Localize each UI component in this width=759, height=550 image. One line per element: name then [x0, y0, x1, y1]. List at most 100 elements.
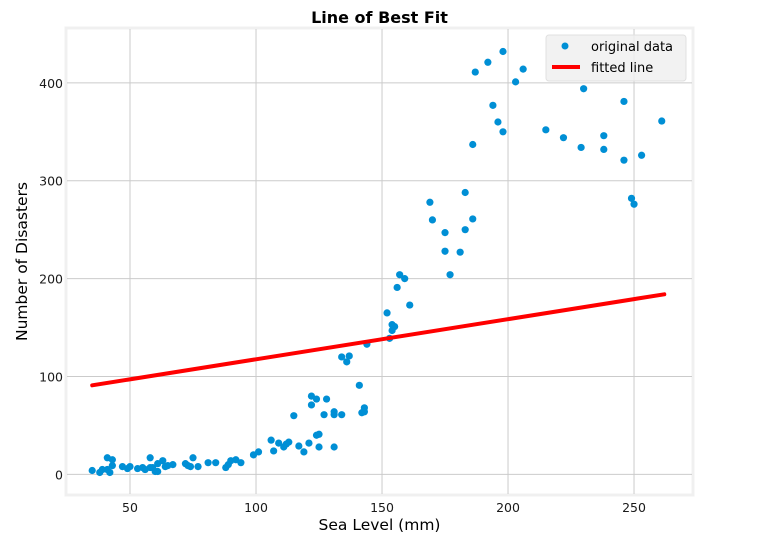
data-point	[489, 101, 497, 109]
data-point	[315, 430, 323, 438]
x-tick-label: 200	[496, 500, 520, 515]
data-point	[330, 443, 338, 451]
data-point	[620, 97, 628, 106]
data-point	[469, 215, 477, 223]
data-point	[511, 78, 520, 86]
data-point	[290, 412, 298, 420]
data-point	[88, 466, 96, 475]
data-point	[154, 467, 162, 476]
x-tick-label: 100	[244, 500, 268, 515]
data-point	[267, 436, 275, 444]
data-point	[499, 47, 507, 56]
data-point	[428, 216, 437, 224]
data-point	[322, 395, 331, 403]
data-point	[637, 151, 646, 159]
data-point	[620, 156, 628, 164]
data-point	[146, 454, 154, 462]
data-point	[446, 271, 454, 279]
x-tick-labels: 50 100 150 200 250	[122, 500, 646, 515]
data-point	[315, 443, 323, 451]
y-tick-label: 100	[39, 370, 63, 385]
data-point	[320, 411, 328, 419]
data-point	[461, 226, 469, 234]
data-point	[254, 448, 263, 456]
y-axis-label: Number of Disasters	[13, 182, 31, 341]
data-point	[441, 229, 449, 237]
data-point	[471, 68, 479, 76]
data-point	[391, 323, 399, 331]
data-point	[330, 408, 338, 416]
data-point	[338, 411, 346, 419]
data-point	[194, 462, 202, 471]
legend-box	[545, 34, 687, 82]
data-point	[345, 352, 353, 360]
data-point	[383, 309, 391, 317]
data-point	[285, 438, 293, 446]
data-point	[441, 247, 449, 255]
data-point	[406, 301, 414, 309]
y-tick-labels: 0 100 200 300 400	[39, 76, 63, 483]
data-point	[630, 200, 638, 208]
data-point	[396, 271, 404, 279]
data-point	[270, 447, 278, 455]
x-axis-label: Sea Level (mm)	[319, 516, 441, 534]
data-point	[106, 468, 114, 477]
data-point	[204, 459, 212, 467]
data-point	[484, 58, 492, 66]
data-point	[355, 381, 363, 389]
data-point	[312, 395, 321, 403]
legend-label-original-data: original data	[591, 40, 673, 55]
data-point	[600, 132, 608, 140]
data-point	[338, 353, 346, 361]
fitted-line	[90, 292, 667, 388]
data-point	[393, 283, 401, 292]
data-point	[186, 462, 195, 471]
data-point	[494, 118, 502, 126]
y-tick-label: 400	[39, 76, 63, 91]
data-point	[189, 454, 197, 462]
y-tick-label: 200	[39, 272, 63, 287]
data-point	[658, 117, 666, 125]
data-point	[237, 459, 245, 467]
data-point	[461, 188, 469, 197]
data-point	[469, 140, 477, 149]
data-point	[360, 408, 368, 416]
data-point	[108, 462, 116, 470]
data-point	[542, 126, 550, 134]
data-point	[519, 65, 527, 73]
grid-lines	[67, 29, 692, 494]
data-point	[580, 85, 588, 93]
legend-label-fitted-line: fitted line	[591, 61, 653, 76]
x-tick-label: 50	[122, 500, 138, 515]
data-point	[300, 448, 308, 456]
data-point	[499, 128, 507, 136]
x-tick-label: 250	[622, 500, 646, 515]
axes-frame	[64, 26, 695, 497]
y-tick-label: 300	[39, 174, 63, 189]
data-point	[307, 401, 316, 409]
data-point	[98, 465, 106, 474]
data-point	[600, 145, 608, 154]
legend-marker-original-data	[561, 42, 569, 50]
legend: original data fitted line	[545, 34, 687, 82]
data-point	[627, 194, 636, 202]
data-point	[126, 462, 134, 471]
data-point	[169, 461, 177, 469]
data-point	[426, 198, 434, 206]
data-point	[456, 248, 464, 256]
data-point	[295, 442, 303, 450]
data-point	[577, 143, 585, 152]
data-point	[343, 358, 351, 366]
chart-title: Line of Best Fit	[311, 8, 448, 27]
data-point	[159, 457, 167, 465]
plot-area	[88, 47, 667, 477]
x-tick-label: 150	[370, 500, 394, 515]
y-tick-label: 0	[55, 467, 63, 482]
data-point	[559, 134, 568, 142]
data-point	[212, 459, 220, 467]
data-point	[305, 439, 313, 447]
data-point	[275, 439, 283, 447]
data-point	[108, 456, 116, 464]
data-point	[401, 275, 409, 283]
